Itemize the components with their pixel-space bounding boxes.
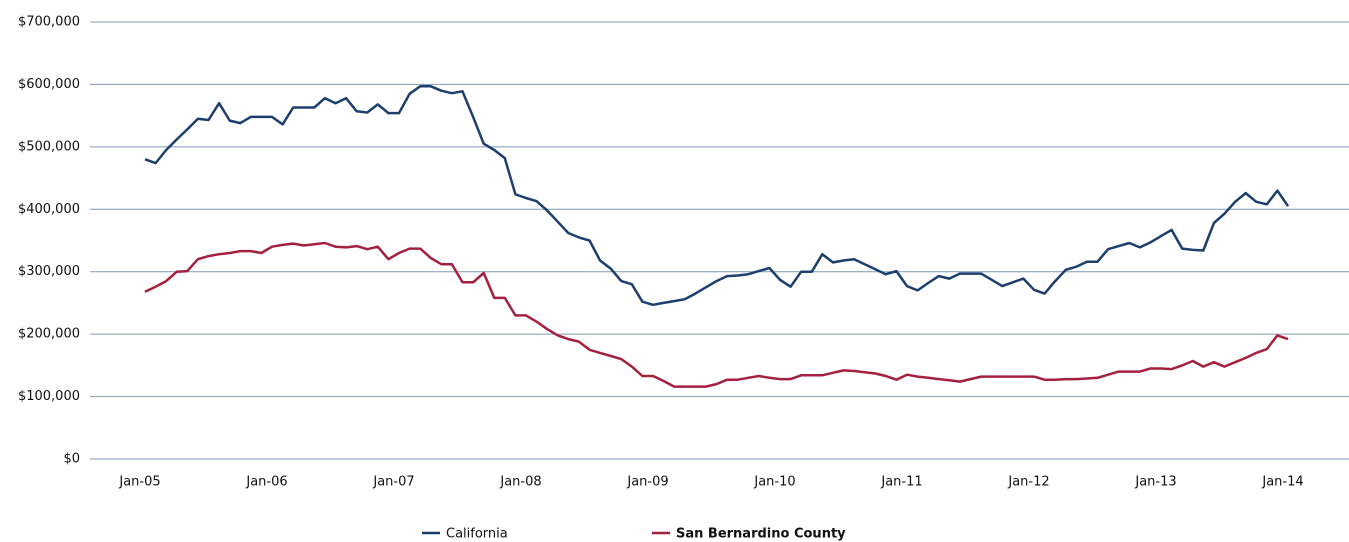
y-tick-label: $400,000 (18, 202, 80, 217)
y-tick-label: $600,000 (18, 77, 80, 92)
x-tick-label: Jan-13 (1134, 475, 1176, 490)
x-tick-label: Jan-09 (626, 475, 668, 490)
y-tick-label: $500,000 (18, 139, 80, 154)
y-tick-label: $100,000 (18, 389, 80, 404)
x-tick-label: Jan-08 (499, 475, 541, 490)
x-tick-label: Jan-07 (372, 475, 414, 490)
y-tick-label: $200,000 (18, 327, 80, 342)
legend-label: San Bernardino County (676, 527, 846, 542)
x-tick-label: Jan-11 (880, 475, 922, 490)
series-line (144, 241, 1289, 388)
x-tick-label: Jan-14 (1261, 475, 1303, 490)
y-tick-label: $300,000 (18, 264, 80, 279)
y-tick-label: $700,000 (18, 15, 80, 30)
x-tick-label: Jan-12 (1007, 475, 1049, 490)
legend-label: California (446, 527, 508, 542)
series-line (144, 85, 1290, 307)
x-tick-label: Jan-06 (245, 475, 287, 490)
y-tick-label: $0 (63, 452, 80, 467)
x-tick-label: Jan-05 (118, 475, 160, 490)
x-tick-label: Jan-10 (753, 475, 795, 490)
